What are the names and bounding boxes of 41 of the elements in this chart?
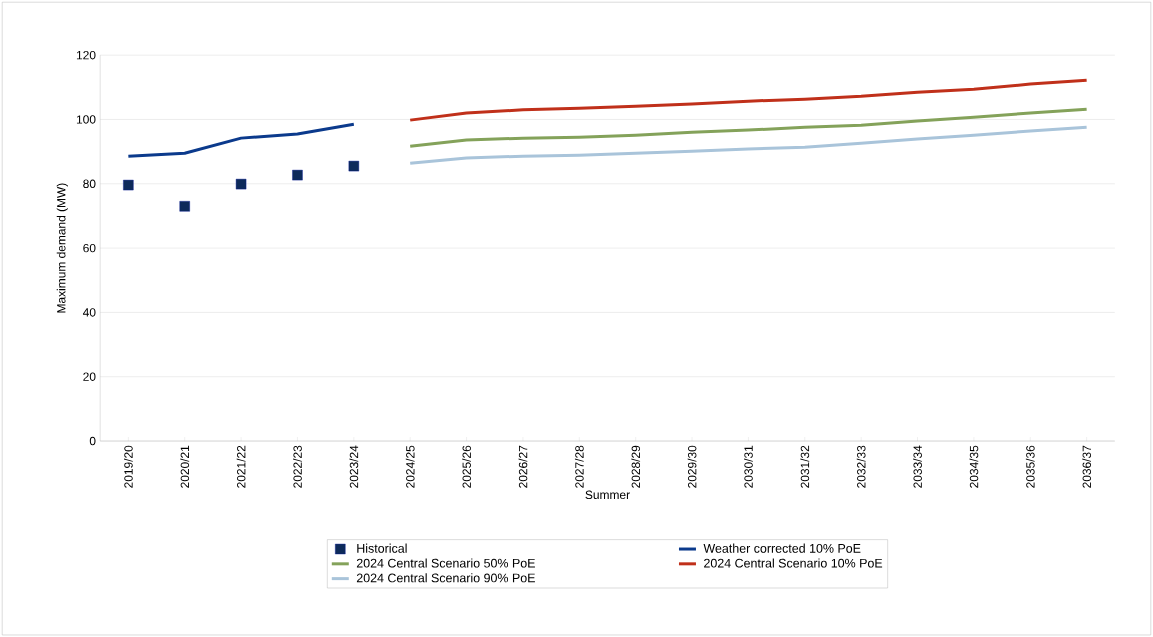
point: [348, 160, 360, 172]
line-series: [408, 78, 1089, 122]
x-tick-label: 2020/21: [180, 445, 190, 488]
legend-label: Historical: [357, 543, 407, 553]
x-tick-label: 2036/37: [1082, 445, 1092, 488]
line-series: [408, 107, 1089, 148]
x-tick-label: 2019/20: [123, 445, 133, 488]
x-tick-label: 2027/28: [574, 445, 584, 488]
legend-label: 2024 Central Scenario 50% PoE: [356, 558, 535, 568]
x-tick-label: 2031/32: [800, 445, 810, 488]
x-tick-label: 2025/26: [462, 445, 471, 488]
legend-label: 2024 Central Scenario 10% PoE: [704, 558, 883, 568]
x-tick-label: 2022/23: [293, 445, 302, 488]
line-series: [408, 125, 1089, 165]
y-tick-label: 0: [89, 436, 96, 446]
x-tick-label: 2026/27: [518, 445, 528, 488]
legend-label: Weather corrected 10% PoE: [703, 543, 861, 553]
x-tick-label: 2021/22: [236, 445, 246, 488]
y-tick-label: 80: [83, 179, 96, 188]
y-tick-label: 40: [82, 308, 96, 317]
y-axis-title: Maximum demand (MW): [56, 183, 68, 313]
line-series: [126, 122, 356, 158]
x-tick-label: 2035/36: [1025, 445, 1035, 488]
point: [235, 178, 247, 190]
x-tick-label: 2029/30: [687, 445, 697, 488]
point: [123, 179, 134, 191]
x-axis-title: Summer: [585, 490, 630, 499]
x-tick-label: 2033/34: [913, 445, 922, 488]
y-tick-label: 60: [83, 243, 96, 253]
x-tick-label: 2034/35: [969, 445, 979, 488]
legend-label: 2024 Central Scenario 90% PoE: [356, 573, 535, 583]
point: [179, 201, 190, 212]
x-tick-label: 2024/25: [405, 445, 415, 488]
x-tick-label: 2023/24: [349, 445, 359, 488]
x-tick-label: 2032/33: [856, 445, 866, 488]
point: [292, 169, 303, 181]
y-tick-label: 120: [76, 50, 96, 60]
x-tick-label: 2030/31: [744, 445, 753, 488]
y-tick-label: 20: [83, 372, 96, 381]
y-tick-label: 100: [76, 115, 96, 124]
x-tick-label: 2028/29: [631, 445, 641, 488]
